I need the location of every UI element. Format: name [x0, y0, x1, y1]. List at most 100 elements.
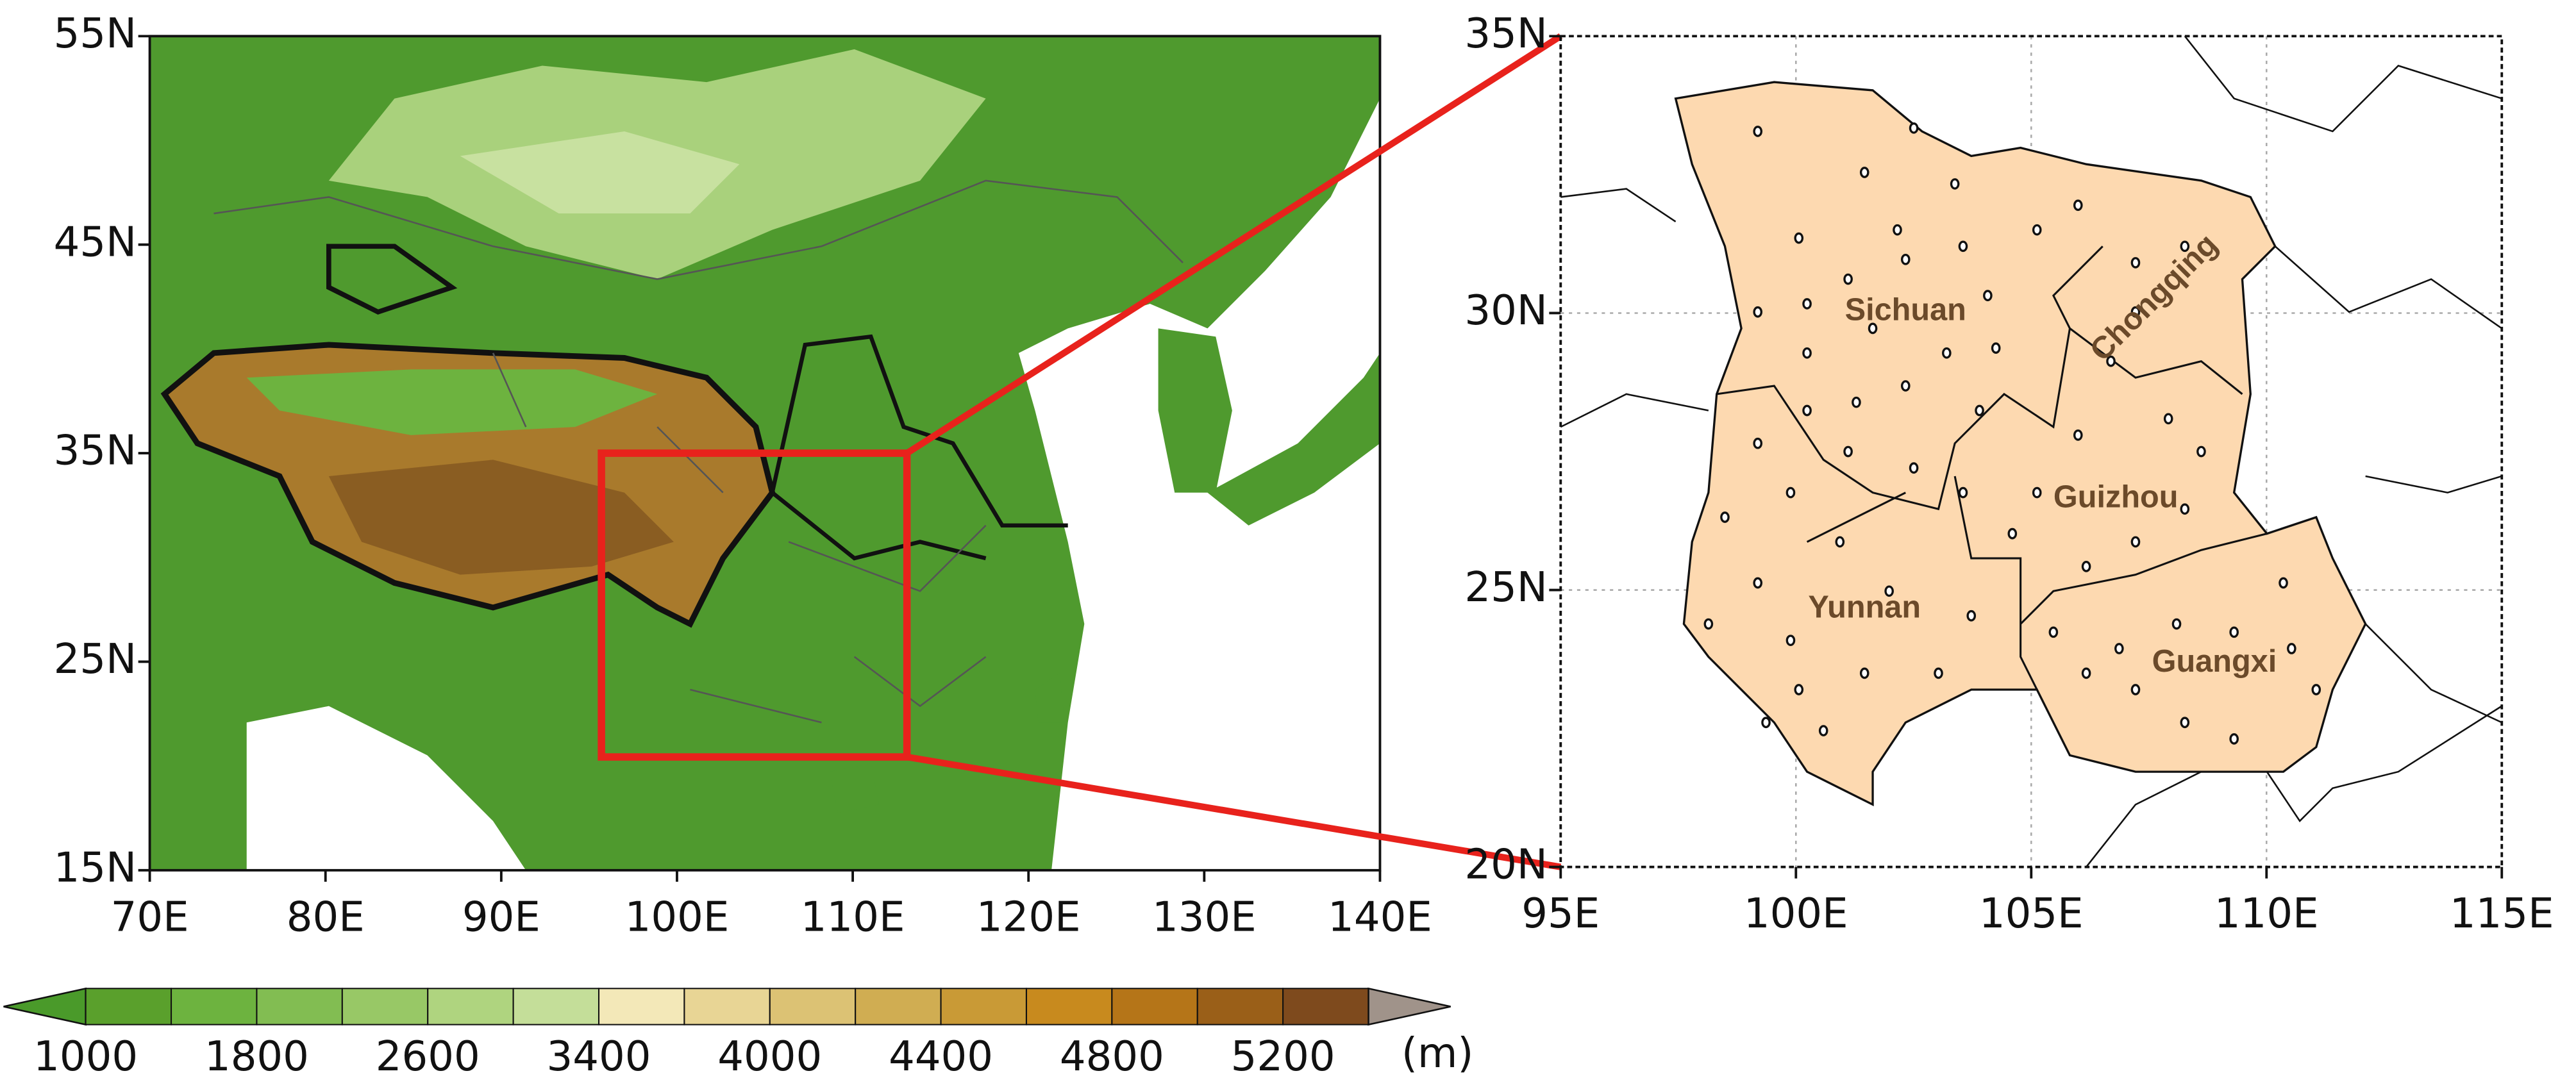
colorbar-label: 4800: [1060, 1033, 1164, 1081]
plateau-light: [460, 131, 740, 214]
station: [1786, 635, 1796, 646]
station: [2171, 618, 2182, 630]
station: [1942, 347, 1952, 359]
japan: [1207, 353, 1380, 526]
station: [2163, 413, 2173, 425]
hainan: [830, 763, 880, 813]
station: [1843, 273, 1853, 285]
y-tick-label: 45N: [54, 219, 137, 266]
basin-outline: [770, 334, 1068, 561]
colorbar-segment: [85, 988, 172, 1025]
station: [1934, 667, 1943, 679]
station: [2130, 684, 2141, 695]
colorbar-segment: [769, 988, 857, 1025]
station: [1794, 684, 1804, 695]
station: [1983, 290, 1993, 301]
x-tick-label: 100E: [1744, 890, 1848, 938]
zoom-box: [598, 449, 911, 761]
station: [1753, 577, 1763, 589]
station: [1958, 486, 1968, 499]
station: [1802, 347, 1812, 359]
station: [2081, 561, 2091, 572]
station: [1909, 122, 1919, 134]
colorbar-extend: [1367, 987, 1451, 1026]
station: [2048, 626, 2059, 638]
colorbar-segment: [940, 988, 1027, 1025]
station: [2130, 257, 2141, 269]
tianshan-outline: [326, 244, 458, 315]
station: [1843, 445, 1853, 458]
colorbar-segment: [1111, 988, 1198, 1025]
station: [1950, 178, 1960, 190]
colorbar-segment: [1282, 988, 1369, 1025]
y-tick-label: 25N: [54, 636, 137, 683]
zoom-connector: [905, 33, 1563, 456]
y-tick-label: 25N: [1464, 564, 1547, 611]
bay-of-bengal: [246, 706, 526, 870]
station: [1991, 342, 2001, 354]
y-tick-label: 55N: [54, 10, 137, 58]
province-label: Guangxi: [2152, 644, 2277, 679]
x-tick-label: 140E: [1328, 893, 1432, 941]
y-tick-label: 20N: [1464, 841, 1547, 888]
station: [1753, 437, 1763, 449]
colorbar-segment: [855, 988, 942, 1025]
province-label: Yunnan: [1808, 590, 1921, 624]
station: [2180, 240, 2190, 253]
colorbar-segment: [598, 988, 685, 1025]
province-borders: [1716, 245, 2268, 690]
taiwan: [1035, 673, 1065, 723]
outer-borders: [1560, 35, 2503, 868]
colorbar-label: 4000: [717, 1033, 822, 1081]
colorbar-segment: [1196, 988, 1284, 1025]
colorbar-segment: [427, 988, 514, 1025]
borders: [213, 179, 1183, 724]
station: [1958, 240, 1968, 253]
x-tick-label: 110E: [2214, 890, 2319, 938]
station: [2130, 306, 2141, 318]
station: [1794, 232, 1804, 244]
station: [1859, 167, 1869, 178]
x-tick-label: 80E: [287, 893, 365, 941]
province-label: Sichuan: [1845, 293, 1966, 328]
colorbar-segment: [256, 988, 343, 1025]
colorbar-segment: [1025, 988, 1113, 1025]
station: [1802, 298, 1812, 310]
x-tick-label: 130E: [1152, 893, 1257, 941]
province-label: Guizhou: [2053, 480, 2179, 515]
colorbar-label: 3400: [547, 1033, 651, 1081]
station: [2032, 224, 2042, 236]
station: [1884, 585, 1894, 597]
colorbar-label: 5200: [1231, 1033, 1335, 1081]
y-tick-label: 30N: [1464, 287, 1547, 335]
korea: [1158, 328, 1232, 493]
station: [1900, 253, 1911, 265]
axes: 70E 80E 90E 100E 110E 120E 130E 140E 55N 45N 35N 25…: [54, 10, 2554, 941]
station: [1720, 511, 1730, 523]
station: [1966, 610, 1977, 622]
station: [2130, 536, 2141, 548]
x-tick-label: 90E: [462, 893, 540, 941]
station: [1852, 396, 1861, 408]
high-plateau: [328, 460, 674, 575]
left-terrain: [148, 35, 1382, 872]
station: [1859, 667, 1869, 679]
station: [2032, 486, 2042, 499]
station: [1868, 322, 1878, 335]
colorbar-segment: [683, 988, 771, 1025]
stations: [1703, 122, 2321, 745]
station: [2114, 643, 2124, 654]
x-tick-label: 115E: [2450, 890, 2554, 938]
station: [1835, 536, 1845, 548]
colorbar-label: 1800: [205, 1033, 309, 1081]
colorbar-segment: [512, 988, 600, 1025]
station: [1975, 404, 1984, 417]
colorbar-extend: [3, 987, 87, 1026]
zoom-connector: [906, 753, 1562, 870]
x-tick-label: 95E: [1521, 890, 1600, 938]
colorbar: 1000 1800 2600 3400 4000 4400 4800 5200 (m): [3, 987, 1473, 1081]
y-tick-label: 15N: [54, 844, 137, 892]
station: [2180, 717, 2190, 729]
study-region: [1674, 81, 2367, 807]
